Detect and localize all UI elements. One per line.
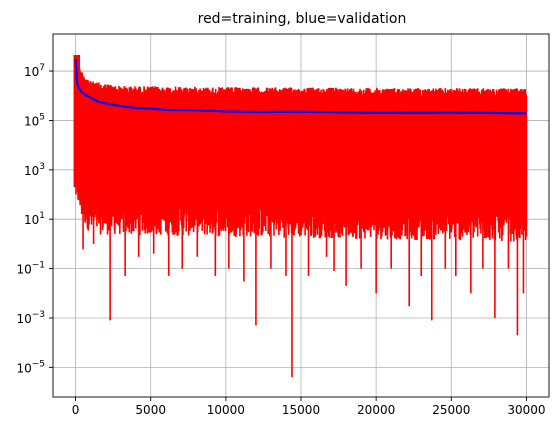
x-tick-label: 5000 <box>135 403 166 417</box>
x-tick-label: 25000 <box>432 403 470 417</box>
y-tick-label: 103 <box>24 162 45 178</box>
validation-series-line <box>74 59 527 115</box>
x-tick-label: 15000 <box>282 403 320 417</box>
y-tick-label: 105 <box>24 112 45 128</box>
training-initial-spike <box>73 54 81 188</box>
plot-area <box>73 54 528 378</box>
series-layer <box>73 54 528 378</box>
x-tick-label: 10000 <box>207 403 245 417</box>
x-tick-label: 20000 <box>357 403 395 417</box>
y-tick-label: 107 <box>24 63 45 79</box>
chart-title: red=training, blue=validation <box>198 11 407 27</box>
x-tick-label: 0 <box>72 403 80 417</box>
x-tick-label: 30000 <box>507 403 545 417</box>
y-tick-label: 10−5 <box>16 359 45 375</box>
ticks: 0 5000 10000 15000 20000 25000 30000 107 105 103 1… <box>16 63 545 417</box>
y-tick-label: 101 <box>24 211 45 227</box>
y-tick-label: 10−3 <box>16 310 45 326</box>
y-tick-label: 10−1 <box>16 261 45 277</box>
